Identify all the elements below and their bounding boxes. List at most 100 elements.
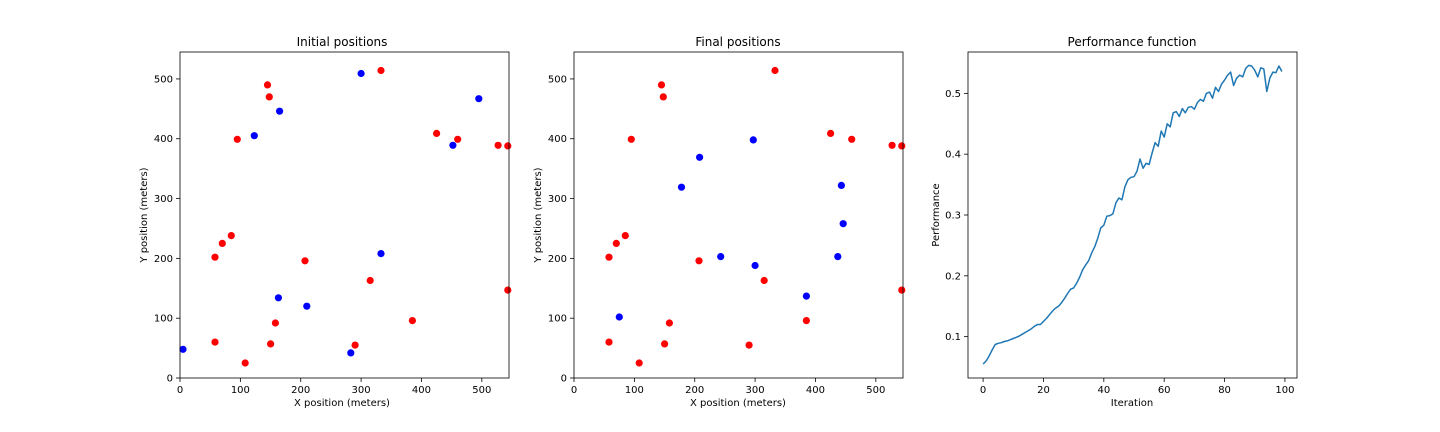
axes-frame xyxy=(967,51,1298,379)
data-point xyxy=(263,81,272,89)
data-point xyxy=(408,317,416,325)
x-tick-label: 0 xyxy=(980,385,986,396)
y-tick-label: 500 xyxy=(548,74,567,85)
plot-area: 0 100 200 300 400 500 0 100 200 300 400 500 xyxy=(548,51,906,396)
data-point xyxy=(211,338,219,346)
data-point xyxy=(504,142,512,150)
x-tick-label: 200 xyxy=(291,385,310,396)
data-point xyxy=(612,239,620,247)
x-tick-label: 60 xyxy=(1158,385,1171,396)
data-point xyxy=(179,345,187,353)
data-point xyxy=(657,81,666,89)
data-point xyxy=(659,93,667,101)
data-point xyxy=(717,253,725,261)
y-tick-label: 300 xyxy=(154,194,173,205)
data-point xyxy=(241,359,249,367)
y-tick-label: 0.4 xyxy=(945,150,961,161)
data-point xyxy=(250,132,258,140)
data-point xyxy=(211,253,219,261)
y-tick-label: 100 xyxy=(548,314,567,325)
y-tick-label: 300 xyxy=(548,194,567,205)
data-point xyxy=(888,141,896,149)
x-tick-label: 500 xyxy=(866,385,885,396)
data-point xyxy=(665,319,674,327)
chart-title: Performance function xyxy=(1068,35,1197,49)
data-point xyxy=(898,286,906,294)
data-point xyxy=(760,276,768,285)
data-point xyxy=(837,181,846,189)
y-tick-label: 0.3 xyxy=(945,211,961,222)
axes-frame xyxy=(573,51,904,379)
panel-performance-function: Performance function Iteration Performan… xyxy=(931,35,1298,409)
data-point xyxy=(771,66,779,75)
y-tick-label: 0.2 xyxy=(945,271,961,282)
x-tick-label: 300 xyxy=(746,385,765,396)
data-point xyxy=(276,107,284,115)
x-tick-label: 500 xyxy=(472,385,491,396)
data-point xyxy=(271,319,279,327)
y-tick-label: 200 xyxy=(154,254,173,265)
data-point xyxy=(494,141,502,149)
data-point xyxy=(661,340,669,348)
y-axis-label: Y position (meters) xyxy=(139,167,150,263)
data-point xyxy=(366,276,374,285)
data-point xyxy=(802,317,811,325)
data-point xyxy=(218,239,226,247)
data-point xyxy=(377,250,385,258)
x-tick-label: 200 xyxy=(685,385,704,396)
data-point xyxy=(827,129,835,137)
y-tick-label: 0 xyxy=(561,374,567,385)
data-point xyxy=(605,253,613,261)
x-tick-label: 40 xyxy=(1097,385,1110,396)
x-tick-label: 0 xyxy=(177,385,183,396)
x-tick-label: 400 xyxy=(806,385,825,396)
y-tick-label: 400 xyxy=(154,134,173,145)
data-point xyxy=(695,257,703,265)
x-tick-label: 0 xyxy=(571,385,577,396)
plot-area: 0 100 200 300 400 500 0 100 200 300 400 500 xyxy=(154,51,512,396)
panel-final-positions: Final positions X position (meters) Y po… xyxy=(533,35,906,409)
data-point xyxy=(621,232,629,240)
data-point xyxy=(357,69,365,78)
data-point xyxy=(848,135,856,143)
data-point xyxy=(696,153,704,161)
x-tick-label: 400 xyxy=(412,385,431,396)
panel-initial-positions: Initial positions X position (meters) Y … xyxy=(139,35,512,409)
data-point xyxy=(605,338,613,346)
y-axis-label: Performance xyxy=(931,183,942,246)
data-point xyxy=(267,340,275,348)
x-tick-label: 80 xyxy=(1218,385,1231,396)
data-point xyxy=(677,183,686,191)
data-point xyxy=(301,257,309,265)
x-axis-label: Iteration xyxy=(1111,398,1153,409)
data-point xyxy=(454,135,462,143)
data-point xyxy=(834,253,842,261)
y-tick-label: 500 xyxy=(154,74,173,85)
data-point xyxy=(627,135,635,143)
y-tick-label: 400 xyxy=(548,134,567,145)
x-tick-label: 100 xyxy=(1275,385,1294,396)
data-point xyxy=(745,341,753,349)
plot-area: 0 20 40 60 80 100 0.1 0.2 0.3 0.4 0.5 xyxy=(945,51,1298,396)
chart-title: Final positions xyxy=(695,35,780,49)
data-point xyxy=(839,220,847,228)
data-point xyxy=(615,313,623,321)
data-point xyxy=(749,136,757,144)
y-tick-label: 200 xyxy=(548,254,567,265)
data-point xyxy=(351,341,359,349)
axes-frame xyxy=(179,51,510,379)
x-tick-label: 20 xyxy=(1037,385,1050,396)
data-point xyxy=(449,141,457,149)
x-tick-label: 300 xyxy=(352,385,371,396)
series-line xyxy=(982,64,1283,365)
chart-title: Initial positions xyxy=(297,35,388,49)
data-point xyxy=(635,359,643,367)
data-point xyxy=(227,232,235,240)
data-point xyxy=(751,261,759,270)
y-axis-label: Y position (meters) xyxy=(533,167,544,263)
data-point xyxy=(347,349,355,357)
x-tick-label: 100 xyxy=(231,385,250,396)
x-axis-label: X position (meters) xyxy=(294,398,390,409)
data-point xyxy=(802,292,811,300)
